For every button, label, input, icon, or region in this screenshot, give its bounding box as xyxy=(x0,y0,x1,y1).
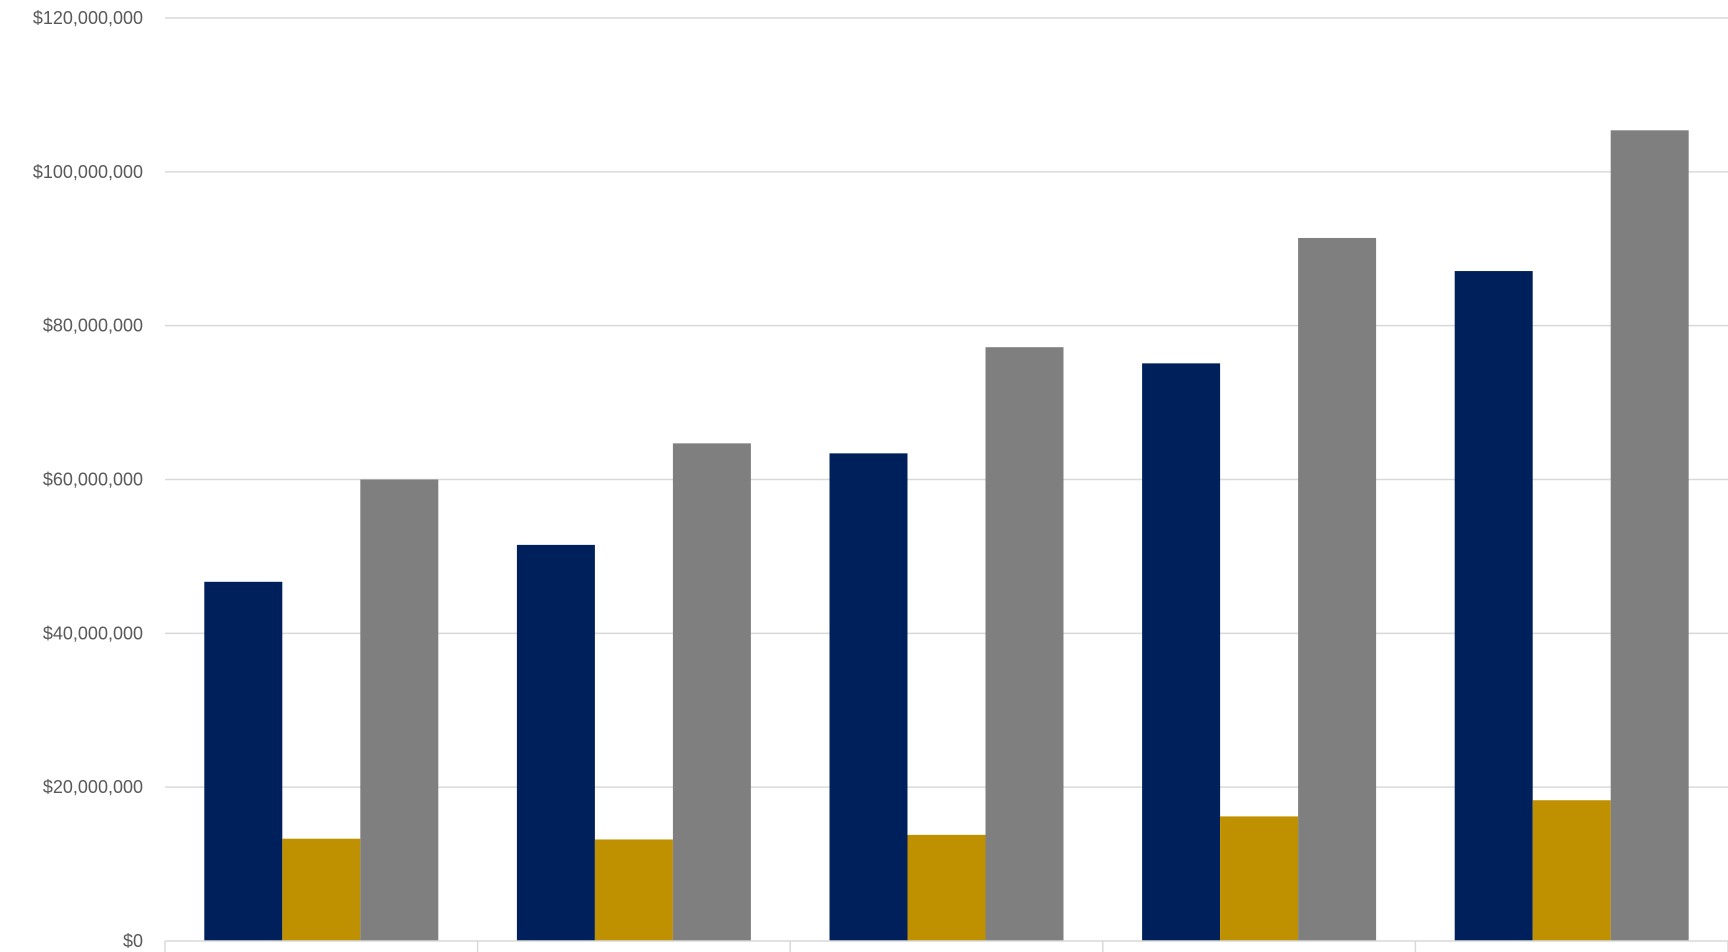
x-axis xyxy=(164,940,1728,952)
bar-series-3-cat-5 xyxy=(1610,130,1689,941)
y-tick-label: $0 xyxy=(123,931,143,951)
bar-series-1-cat-3 xyxy=(829,453,908,941)
bar-series-2-cat-1 xyxy=(282,838,361,941)
y-tick-label: $60,000,000 xyxy=(43,470,143,490)
bar-series-2-cat-4 xyxy=(1220,816,1299,941)
bar-series-3-cat-3 xyxy=(985,347,1064,941)
bar-series-2-cat-5 xyxy=(1532,800,1611,941)
bars xyxy=(204,130,1689,941)
bar-series-2-cat-3 xyxy=(907,834,986,941)
y-tick-label: $100,000,000 xyxy=(33,162,143,182)
y-tick-label: $80,000,000 xyxy=(43,316,143,336)
bar-series-3-cat-2 xyxy=(672,443,751,941)
bar-series-1-cat-4 xyxy=(1142,363,1221,941)
bar-series-3-cat-1 xyxy=(360,479,439,941)
y-tick-label: $40,000,000 xyxy=(43,623,143,643)
y-tick-label: $20,000,000 xyxy=(43,777,143,797)
bar-series-1-cat-5 xyxy=(1454,271,1533,941)
bar-series-1-cat-2 xyxy=(516,544,595,941)
bar-series-3-cat-4 xyxy=(1298,237,1377,941)
bar-series-2-cat-2 xyxy=(594,839,673,941)
y-tick-label: $120,000,000 xyxy=(33,8,143,28)
bar-series-1-cat-1 xyxy=(204,581,283,941)
y-axis-tick-labels: $0 $20,000,000 $40,000,000 $60,000,000 $80,0… xyxy=(33,8,143,951)
